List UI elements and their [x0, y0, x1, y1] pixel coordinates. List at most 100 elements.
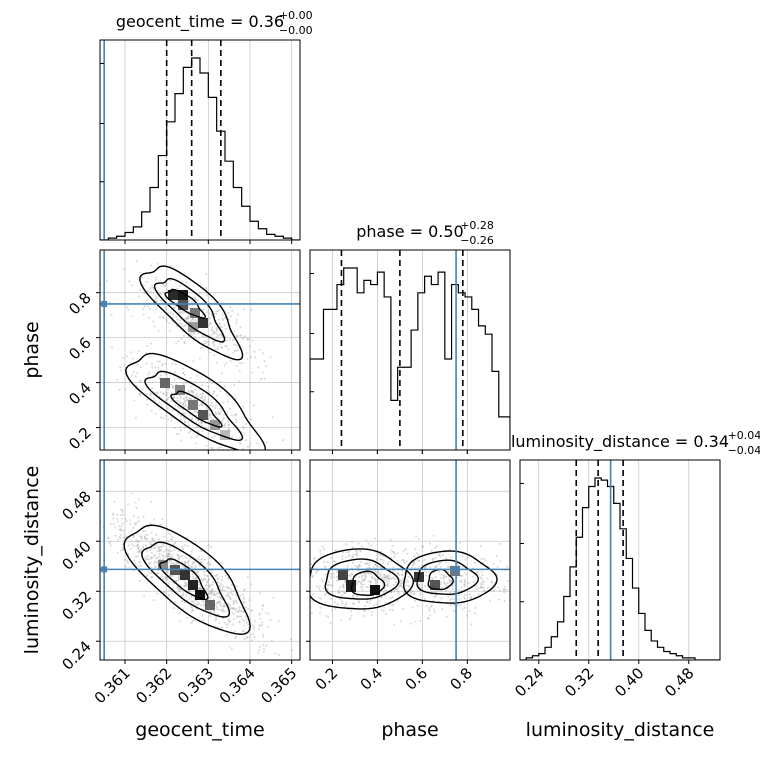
sample-point — [245, 618, 248, 621]
sample-point — [210, 313, 213, 316]
sample-point — [129, 351, 132, 354]
sample-point — [364, 574, 367, 577]
sample-point — [472, 581, 475, 584]
sample-point — [162, 362, 165, 365]
sample-point — [235, 334, 238, 337]
sample-point — [318, 585, 321, 588]
sample-point — [254, 450, 256, 452]
sample-point — [239, 442, 242, 445]
sample-point — [193, 297, 196, 300]
sample-point — [121, 357, 124, 360]
sample-point — [196, 571, 199, 574]
sample-point — [243, 588, 246, 591]
sample-point — [232, 383, 235, 386]
contour-line — [153, 277, 226, 343]
sample-point — [412, 561, 415, 564]
sample-point — [453, 603, 456, 606]
sample-point — [329, 621, 332, 624]
sample-point — [158, 316, 161, 319]
sample-point — [181, 309, 184, 312]
sample-point — [221, 626, 224, 629]
sample-point — [355, 554, 358, 557]
sample-point — [412, 563, 415, 566]
sample-point — [227, 595, 230, 598]
sample-point — [172, 607, 175, 610]
sample-point — [196, 603, 199, 606]
sample-point — [222, 605, 225, 608]
sample-point — [166, 556, 169, 559]
sample-point — [170, 559, 173, 562]
sample-point — [464, 558, 467, 561]
sample-point — [373, 578, 376, 581]
sample-point — [460, 581, 463, 584]
sample-point — [345, 602, 348, 605]
sample-point — [192, 562, 195, 565]
sample-point — [191, 620, 194, 623]
sample-point — [479, 586, 482, 589]
sample-point — [163, 544, 166, 547]
sample-point — [116, 247, 118, 249]
sample-point — [238, 441, 241, 444]
sample-point — [148, 316, 151, 319]
sample-point — [208, 323, 211, 326]
sample-point — [370, 614, 373, 617]
sample-point — [222, 605, 225, 608]
sample-point — [185, 317, 188, 320]
sample-point — [183, 342, 186, 345]
sample-point — [377, 602, 380, 605]
sample-point — [259, 583, 261, 585]
sample-point — [224, 335, 227, 338]
sample-point — [198, 357, 201, 360]
sample-point — [162, 316, 165, 319]
sample-point — [376, 557, 379, 560]
sample-point — [229, 588, 232, 591]
sample-point — [402, 559, 405, 562]
sample-point — [131, 357, 134, 360]
sample-point — [294, 561, 296, 563]
sample-point — [207, 586, 210, 589]
sample-point — [215, 602, 218, 605]
sample-point — [404, 581, 407, 584]
sample-point — [219, 600, 222, 603]
sample-point — [197, 603, 200, 606]
sample-point — [236, 334, 239, 337]
sample-point — [209, 404, 212, 407]
sample-point — [124, 564, 127, 567]
sample-point — [138, 498, 141, 501]
sample-point — [120, 247, 122, 249]
sample-point — [186, 616, 189, 619]
sample-point — [243, 598, 246, 601]
sample-point — [359, 586, 362, 589]
sample-point — [392, 576, 395, 579]
sample-point — [199, 586, 202, 589]
sample-point — [180, 337, 183, 340]
sample-point — [310, 563, 313, 566]
sample-point — [213, 331, 216, 334]
sample-point — [223, 424, 226, 427]
sample-point — [401, 570, 404, 573]
sample-point — [253, 661, 255, 663]
sample-point — [222, 416, 225, 419]
sample-point — [182, 592, 185, 595]
sample-point — [261, 608, 264, 611]
sample-point — [356, 566, 359, 569]
sample-point — [191, 319, 194, 322]
sample-point — [141, 388, 144, 391]
sample-point — [189, 397, 192, 400]
sample-point — [208, 312, 211, 315]
sample-point — [230, 591, 233, 594]
sample-point — [223, 364, 226, 367]
sample-point — [216, 431, 219, 434]
sample-point — [438, 553, 441, 556]
sample-point — [465, 573, 468, 576]
sample-point — [224, 585, 227, 588]
sample-point — [341, 551, 344, 554]
sample-point — [170, 538, 173, 541]
sample-point — [185, 281, 188, 284]
sample-point — [200, 396, 203, 399]
sample-point — [445, 561, 448, 564]
sample-point — [199, 421, 202, 424]
truth-marker — [101, 566, 108, 573]
sample-point — [458, 580, 461, 583]
sample-point — [162, 393, 165, 396]
